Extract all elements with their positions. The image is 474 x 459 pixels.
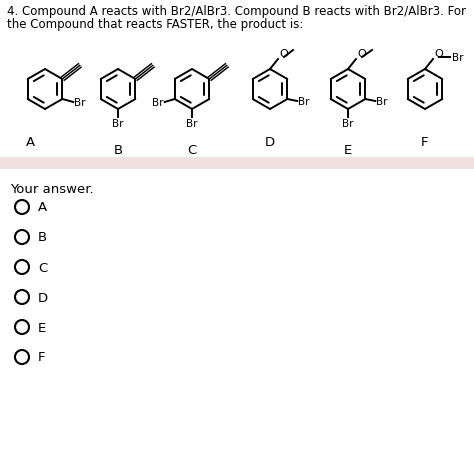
Text: C: C: [38, 261, 47, 274]
Text: D: D: [38, 291, 48, 304]
Text: E: E: [344, 144, 352, 157]
Text: 4. Compound A reacts with Br2/AlBr3. Compound B reacts with Br2/AlBr3. For: 4. Compound A reacts with Br2/AlBr3. Com…: [7, 5, 466, 18]
Text: O: O: [357, 49, 366, 59]
Text: B: B: [38, 231, 47, 244]
Text: E: E: [38, 321, 46, 334]
Text: Your answer.: Your answer.: [10, 183, 94, 196]
Text: F: F: [38, 351, 46, 364]
Text: A: A: [26, 136, 35, 149]
Text: Br: Br: [74, 98, 86, 108]
Text: Br: Br: [186, 119, 198, 129]
Text: Br: Br: [112, 119, 124, 129]
Text: Br: Br: [298, 97, 310, 107]
Text: Br: Br: [342, 119, 354, 129]
Text: O: O: [434, 49, 443, 59]
Text: D: D: [265, 136, 275, 149]
Text: the Compound that reacts FASTER, the product is:: the Compound that reacts FASTER, the pro…: [7, 18, 303, 31]
Text: F: F: [421, 136, 429, 149]
Text: B: B: [113, 144, 123, 157]
Text: Br: Br: [376, 97, 388, 107]
Text: Br: Br: [452, 53, 464, 63]
Text: Br: Br: [152, 98, 164, 108]
Text: C: C: [187, 144, 197, 157]
Text: O: O: [279, 49, 288, 59]
Text: A: A: [38, 201, 47, 214]
Bar: [0, 157, 474, 170]
